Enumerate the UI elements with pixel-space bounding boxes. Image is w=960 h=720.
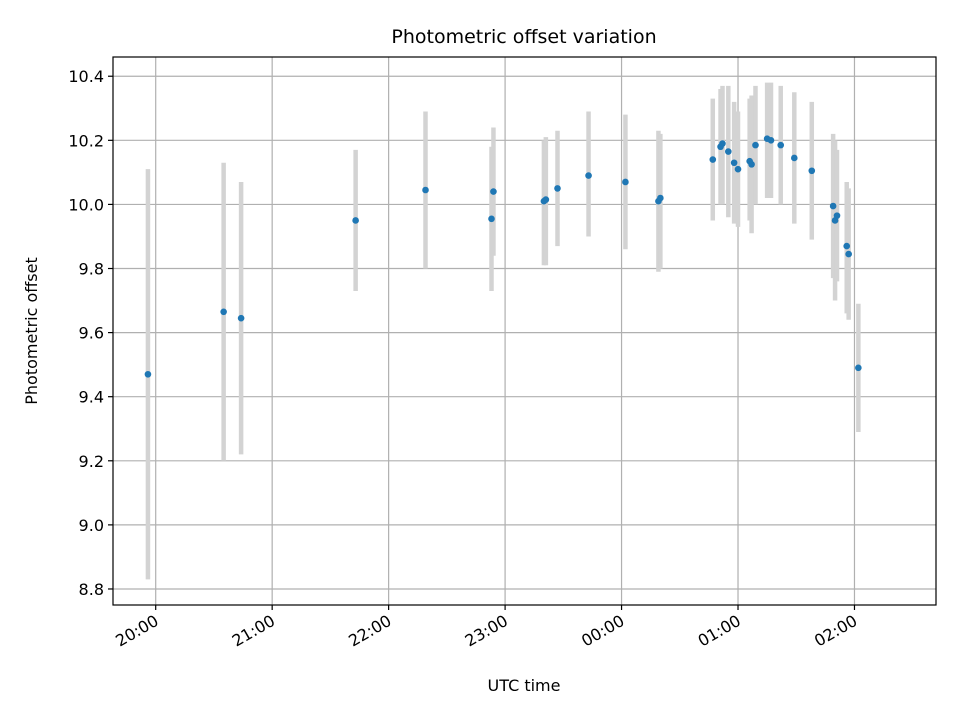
data-point xyxy=(845,250,852,258)
data-point xyxy=(855,364,862,372)
plot-frame xyxy=(112,56,937,606)
data-point xyxy=(833,212,841,219)
data-point xyxy=(752,141,759,149)
data-point xyxy=(554,185,561,192)
y-tick-label: 9.6 xyxy=(79,324,104,343)
data-point xyxy=(843,242,851,250)
data-point xyxy=(748,161,755,168)
data-point xyxy=(585,172,592,179)
y-tick-label: 9.8 xyxy=(79,260,104,279)
y-tick-label: 9.4 xyxy=(79,388,104,407)
data-point xyxy=(829,202,837,210)
data-point xyxy=(352,217,359,224)
data-point xyxy=(719,140,726,147)
chart-title: Photometric offset variation xyxy=(391,26,656,48)
y-tick-label: 9.0 xyxy=(79,516,104,535)
y-axis-title: Photometric offset xyxy=(22,257,41,405)
data-point xyxy=(777,141,785,149)
data-point xyxy=(488,215,495,223)
data-point xyxy=(725,148,732,155)
x-axis-title: UTC time xyxy=(488,676,561,695)
data-point xyxy=(542,196,550,203)
data-points xyxy=(144,135,862,378)
y-tick-label: 10.0 xyxy=(68,195,104,214)
data-point xyxy=(144,370,152,378)
data-point xyxy=(657,194,664,202)
y-tick-label: 9.2 xyxy=(79,452,104,471)
y-axis: 8.8 9.0 9.2 9.4 9.6 9.8 10.0 10.2 10.4 xyxy=(68,67,113,599)
data-point xyxy=(734,165,742,173)
data-point xyxy=(220,308,227,316)
data-point xyxy=(791,154,798,162)
data-point xyxy=(622,178,629,186)
data-point xyxy=(767,137,775,144)
data-point xyxy=(422,186,429,194)
data-point xyxy=(709,156,717,163)
data-point xyxy=(808,167,816,175)
data-point xyxy=(237,314,245,322)
y-tick-label: 10.4 xyxy=(68,67,104,86)
y-tick-label: 8.8 xyxy=(79,580,104,599)
data-point xyxy=(730,159,738,167)
y-tick-label: 10.2 xyxy=(68,131,104,150)
data-point xyxy=(490,188,497,195)
